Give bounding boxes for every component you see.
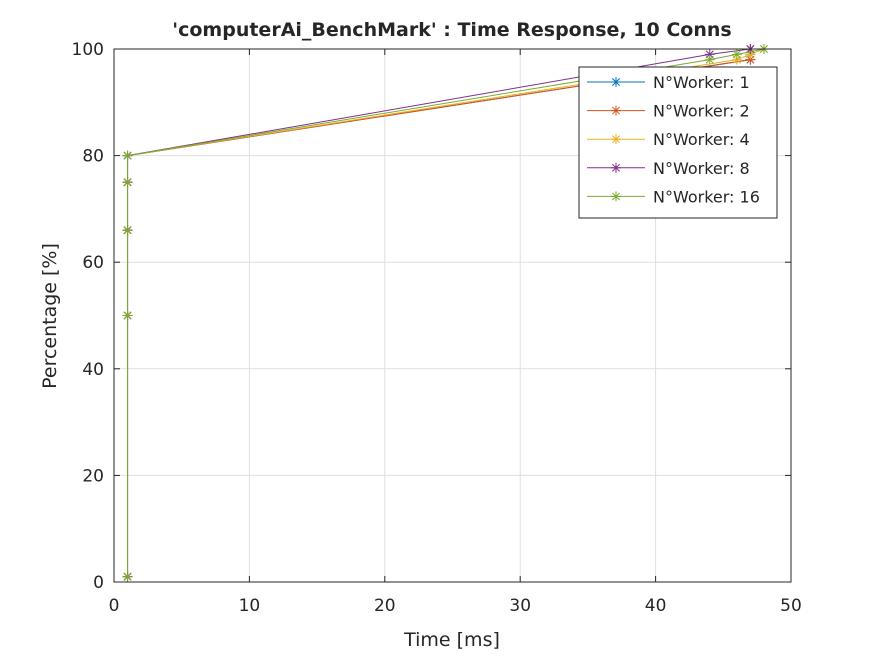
data-point bbox=[122, 150, 133, 161]
legend-marker bbox=[611, 105, 621, 116]
legend-item: N°Worker: 4 bbox=[587, 130, 750, 149]
legend-marker bbox=[611, 77, 621, 87]
legend-marker bbox=[611, 162, 621, 173]
data-point bbox=[122, 177, 133, 188]
data-point bbox=[122, 310, 133, 321]
legend-label: N°Worker: 16 bbox=[653, 187, 760, 206]
legend: N°Worker: 1 N°Worker: 2 N°Worker: 4 N°Worke… bbox=[578, 66, 778, 219]
chart-title: 'computerAi_BenchMark' : Time Response, … bbox=[172, 19, 731, 41]
legend-marker bbox=[611, 134, 621, 145]
axes-box bbox=[113, 48, 792, 583]
legend-item: N°Worker: 1 bbox=[587, 73, 750, 92]
legend-label: N°Worker: 4 bbox=[653, 130, 750, 149]
y-tick-label: 100 bbox=[72, 40, 104, 60]
y-tick-label: 40 bbox=[82, 360, 104, 380]
x-axis-label: Time [ms] bbox=[403, 629, 500, 651]
plot-area bbox=[122, 44, 769, 582]
data-point bbox=[704, 54, 715, 65]
x-tick-label: 0 bbox=[109, 596, 120, 616]
x-tick-label: 40 bbox=[645, 596, 667, 616]
legend-item: N°Worker: 16 bbox=[587, 187, 760, 206]
legend-label: N°Worker: 8 bbox=[653, 159, 750, 178]
legend-item: N°Worker: 8 bbox=[587, 159, 750, 178]
axes: 0 10 20 30 40 50 0 20 40 60 80 100 bbox=[72, 40, 802, 616]
legend-item: N°Worker: 2 bbox=[587, 102, 750, 121]
legend-box bbox=[578, 66, 778, 219]
y-axis-label: Percentage [%] bbox=[39, 243, 61, 389]
x-tick-label: 50 bbox=[780, 596, 802, 616]
legend-marker bbox=[611, 191, 621, 202]
y-tick-label: 0 bbox=[93, 573, 104, 593]
y-tick-label: 20 bbox=[82, 466, 104, 486]
x-tick-label: 20 bbox=[374, 596, 396, 616]
series-line bbox=[127, 48, 765, 577]
data-point bbox=[731, 49, 742, 60]
x-tick-label: 30 bbox=[509, 596, 531, 616]
data-point bbox=[122, 225, 133, 236]
data-point bbox=[122, 571, 133, 582]
y-tick-label: 60 bbox=[82, 253, 104, 273]
series-5 bbox=[122, 44, 769, 582]
x-tick-label: 10 bbox=[239, 596, 261, 616]
legend-label: N°Worker: 1 bbox=[653, 73, 750, 92]
legend-label: N°Worker: 2 bbox=[653, 102, 750, 121]
y-tick-label: 80 bbox=[82, 147, 104, 167]
